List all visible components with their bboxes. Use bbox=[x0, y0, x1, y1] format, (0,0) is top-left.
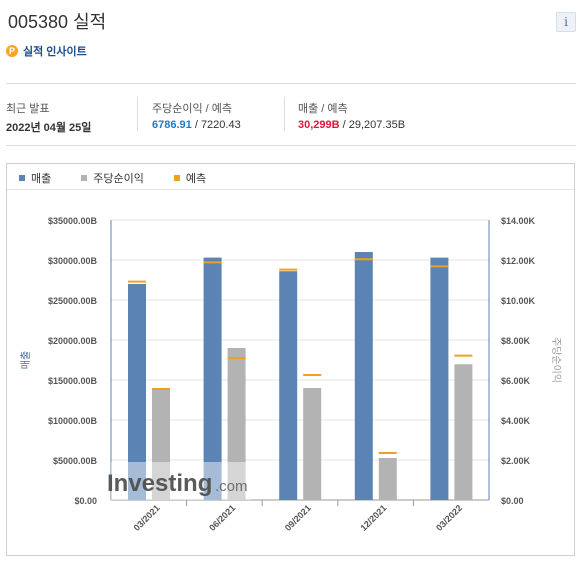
info-icon[interactable]: i bbox=[556, 12, 576, 32]
revenue-bar bbox=[128, 284, 146, 500]
watermark-logo: Investing bbox=[107, 470, 212, 497]
y-tick-label-right: $14.00K bbox=[501, 216, 536, 226]
y-tick-label-left: $5000.00B bbox=[53, 456, 98, 466]
y-tick-label-left: $25000.00B bbox=[48, 296, 98, 306]
x-tick-label: 03/2022 bbox=[434, 503, 464, 533]
insight-link[interactable]: 실적 인사이트 bbox=[23, 46, 87, 58]
eps-forecast: 7220.43 bbox=[200, 119, 241, 131]
eps-actual: 6786.91 bbox=[152, 119, 192, 131]
divider bbox=[6, 145, 576, 146]
legend-swatch-forecast bbox=[173, 175, 180, 181]
y-tick-label-right: $6.00K bbox=[501, 376, 531, 386]
legend-forecast[interactable]: 예측 bbox=[173, 170, 207, 186]
earnings-chart: 매출 주당순이익 예측 $0.00 $5000.00B $10000.00B $150… bbox=[6, 163, 575, 556]
legend-swatch-revenue bbox=[19, 175, 25, 181]
stat-recent-release: 최근 발표 2022년 04월 25일 bbox=[6, 100, 91, 135]
revenue-separator: / bbox=[339, 119, 349, 131]
legend-revenue[interactable]: 매출 bbox=[19, 170, 51, 186]
revenue-bar bbox=[203, 257, 222, 500]
x-tick-label: 09/2021 bbox=[283, 503, 313, 533]
eps-bar bbox=[227, 348, 246, 500]
y-tick-label-right: $4.00K bbox=[501, 416, 531, 426]
recent-date: 2022년 04월 25일 bbox=[6, 122, 92, 134]
legend-label-forecast: 예측 bbox=[185, 173, 207, 185]
y-tick-label-left: $35000.00B bbox=[48, 216, 98, 226]
y-tick-label-left: $0.00 bbox=[74, 496, 97, 506]
y-axis-label-right: 주당순이익 bbox=[550, 337, 562, 383]
revenue-forecast: 29,207.35B bbox=[348, 119, 406, 131]
y-tick-label-left: $20000.00B bbox=[48, 336, 98, 346]
stat-revenue: 매출 / 예측 30,299B / 29,207.35B bbox=[298, 100, 405, 131]
page-title: 005380 실적 bbox=[8, 12, 107, 32]
y-tick-label-right: $0.00 bbox=[501, 496, 524, 506]
divider bbox=[6, 83, 576, 84]
x-tick-label: 12/2021 bbox=[358, 503, 388, 533]
revenue-bar bbox=[354, 252, 373, 500]
legend-divider bbox=[7, 189, 574, 190]
legend-swatch-eps bbox=[81, 175, 88, 181]
legend-label-eps: 주당순이익 bbox=[93, 173, 144, 185]
stat-separator bbox=[284, 97, 285, 131]
watermark-suffix: .com bbox=[215, 478, 248, 495]
y-axis-label-left: 매출 bbox=[20, 351, 32, 369]
x-tick-label: 03/2021 bbox=[132, 503, 162, 533]
insight-icon: P bbox=[6, 45, 18, 57]
eps-separator: / bbox=[191, 119, 201, 131]
eps-label: 주당순이익 / 예측 bbox=[152, 103, 233, 115]
legend-eps[interactable]: 주당순이익 bbox=[81, 170, 144, 186]
y-tick-label-right: $8.00K bbox=[501, 336, 531, 346]
y-tick-label-right: $10.00K bbox=[501, 296, 536, 306]
y-tick-label-left: $30000.00B bbox=[48, 256, 98, 266]
y-tick-label-left: $10000.00B bbox=[48, 416, 98, 426]
revenue-label: 매출 / 예측 bbox=[298, 103, 348, 115]
recent-label: 최근 발표 bbox=[6, 103, 50, 115]
stat-separator bbox=[137, 97, 138, 131]
revenue-actual: 30,299B bbox=[298, 119, 340, 131]
earnings-insight[interactable]: P 실적 인사이트 bbox=[6, 43, 87, 59]
eps-bar bbox=[454, 364, 473, 500]
chart-legend: 매출 주당순이익 예측 bbox=[19, 170, 206, 186]
chart-plot: $0.00 $5000.00B $10000.00B $15000.00B $20000… bbox=[20, 216, 562, 533]
y-tick-label-right: $2.00K bbox=[501, 456, 531, 466]
y-tick-label-right: $12.00K bbox=[501, 256, 536, 266]
eps-bar bbox=[152, 388, 170, 500]
revenue-bar bbox=[430, 257, 449, 500]
eps-bar bbox=[303, 388, 322, 500]
legend-label-revenue: 매출 bbox=[31, 173, 52, 185]
x-tick-label: 06/2021 bbox=[207, 503, 237, 533]
y-tick-label-left: $15000.00B bbox=[48, 376, 98, 386]
watermark-backdrop bbox=[111, 462, 251, 500]
eps-bar bbox=[378, 458, 397, 500]
revenue-bar bbox=[279, 271, 298, 500]
stat-eps: 주당순이익 / 예측 6786.91 / 7220.43 bbox=[152, 100, 241, 131]
